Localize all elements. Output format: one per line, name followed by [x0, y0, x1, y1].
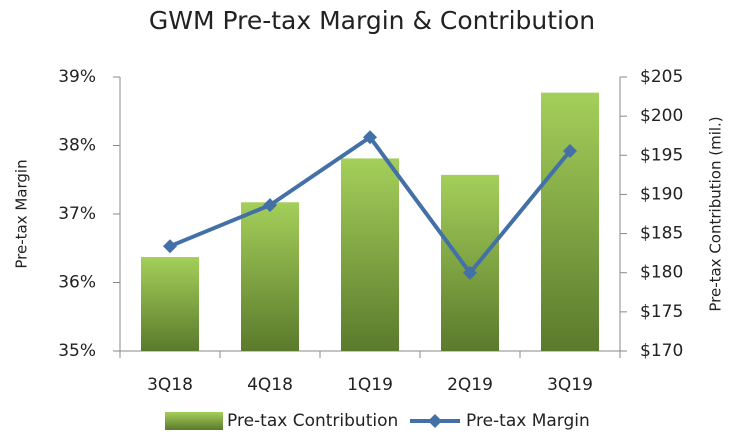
bar — [341, 158, 399, 351]
y2-tick-label: $170 — [640, 341, 683, 361]
bar — [441, 174, 499, 351]
y2-tick-label: $200 — [640, 106, 683, 126]
x-tick-label: 4Q18 — [247, 375, 293, 395]
marker — [463, 265, 477, 280]
y-tick-label: 36% — [58, 273, 96, 293]
y-tick-label: 35% — [58, 341, 96, 361]
y2-tick-label: $180 — [640, 263, 683, 283]
y-tick-label: 37% — [58, 204, 96, 224]
y2-tick-label: $205 — [640, 67, 683, 87]
x-tick-label: 3Q18 — [147, 375, 193, 395]
chart-title: GWM Pre-tax Margin & Contribution — [149, 6, 595, 35]
y2-tick-label: $175 — [640, 302, 683, 322]
legend-label: Pre-tax Contribution — [227, 411, 398, 431]
marker — [263, 198, 277, 213]
y2-axis-title: Pre-tax Contribution (mil.) — [707, 116, 725, 311]
marker — [163, 239, 177, 254]
legend-swatch — [165, 412, 223, 430]
y2-tick-label: $190 — [640, 184, 683, 204]
y2-tick-label: $185 — [640, 224, 683, 244]
y2-tick-label: $195 — [640, 145, 683, 165]
marker — [363, 130, 377, 145]
x-tick-label: 2Q19 — [447, 375, 493, 395]
bar — [241, 202, 299, 351]
marker — [563, 143, 577, 158]
bar — [141, 257, 199, 351]
x-tick-label: 1Q19 — [347, 375, 393, 395]
bar — [541, 92, 599, 352]
y-tick-label: 39% — [58, 67, 96, 87]
x-tick-label: 3Q19 — [547, 375, 593, 395]
y-tick-label: 38% — [58, 136, 96, 156]
y-axis-title: Pre-tax Margin — [13, 159, 31, 268]
legend-label: Pre-tax Margin — [466, 411, 590, 431]
legend-marker — [428, 414, 442, 428]
